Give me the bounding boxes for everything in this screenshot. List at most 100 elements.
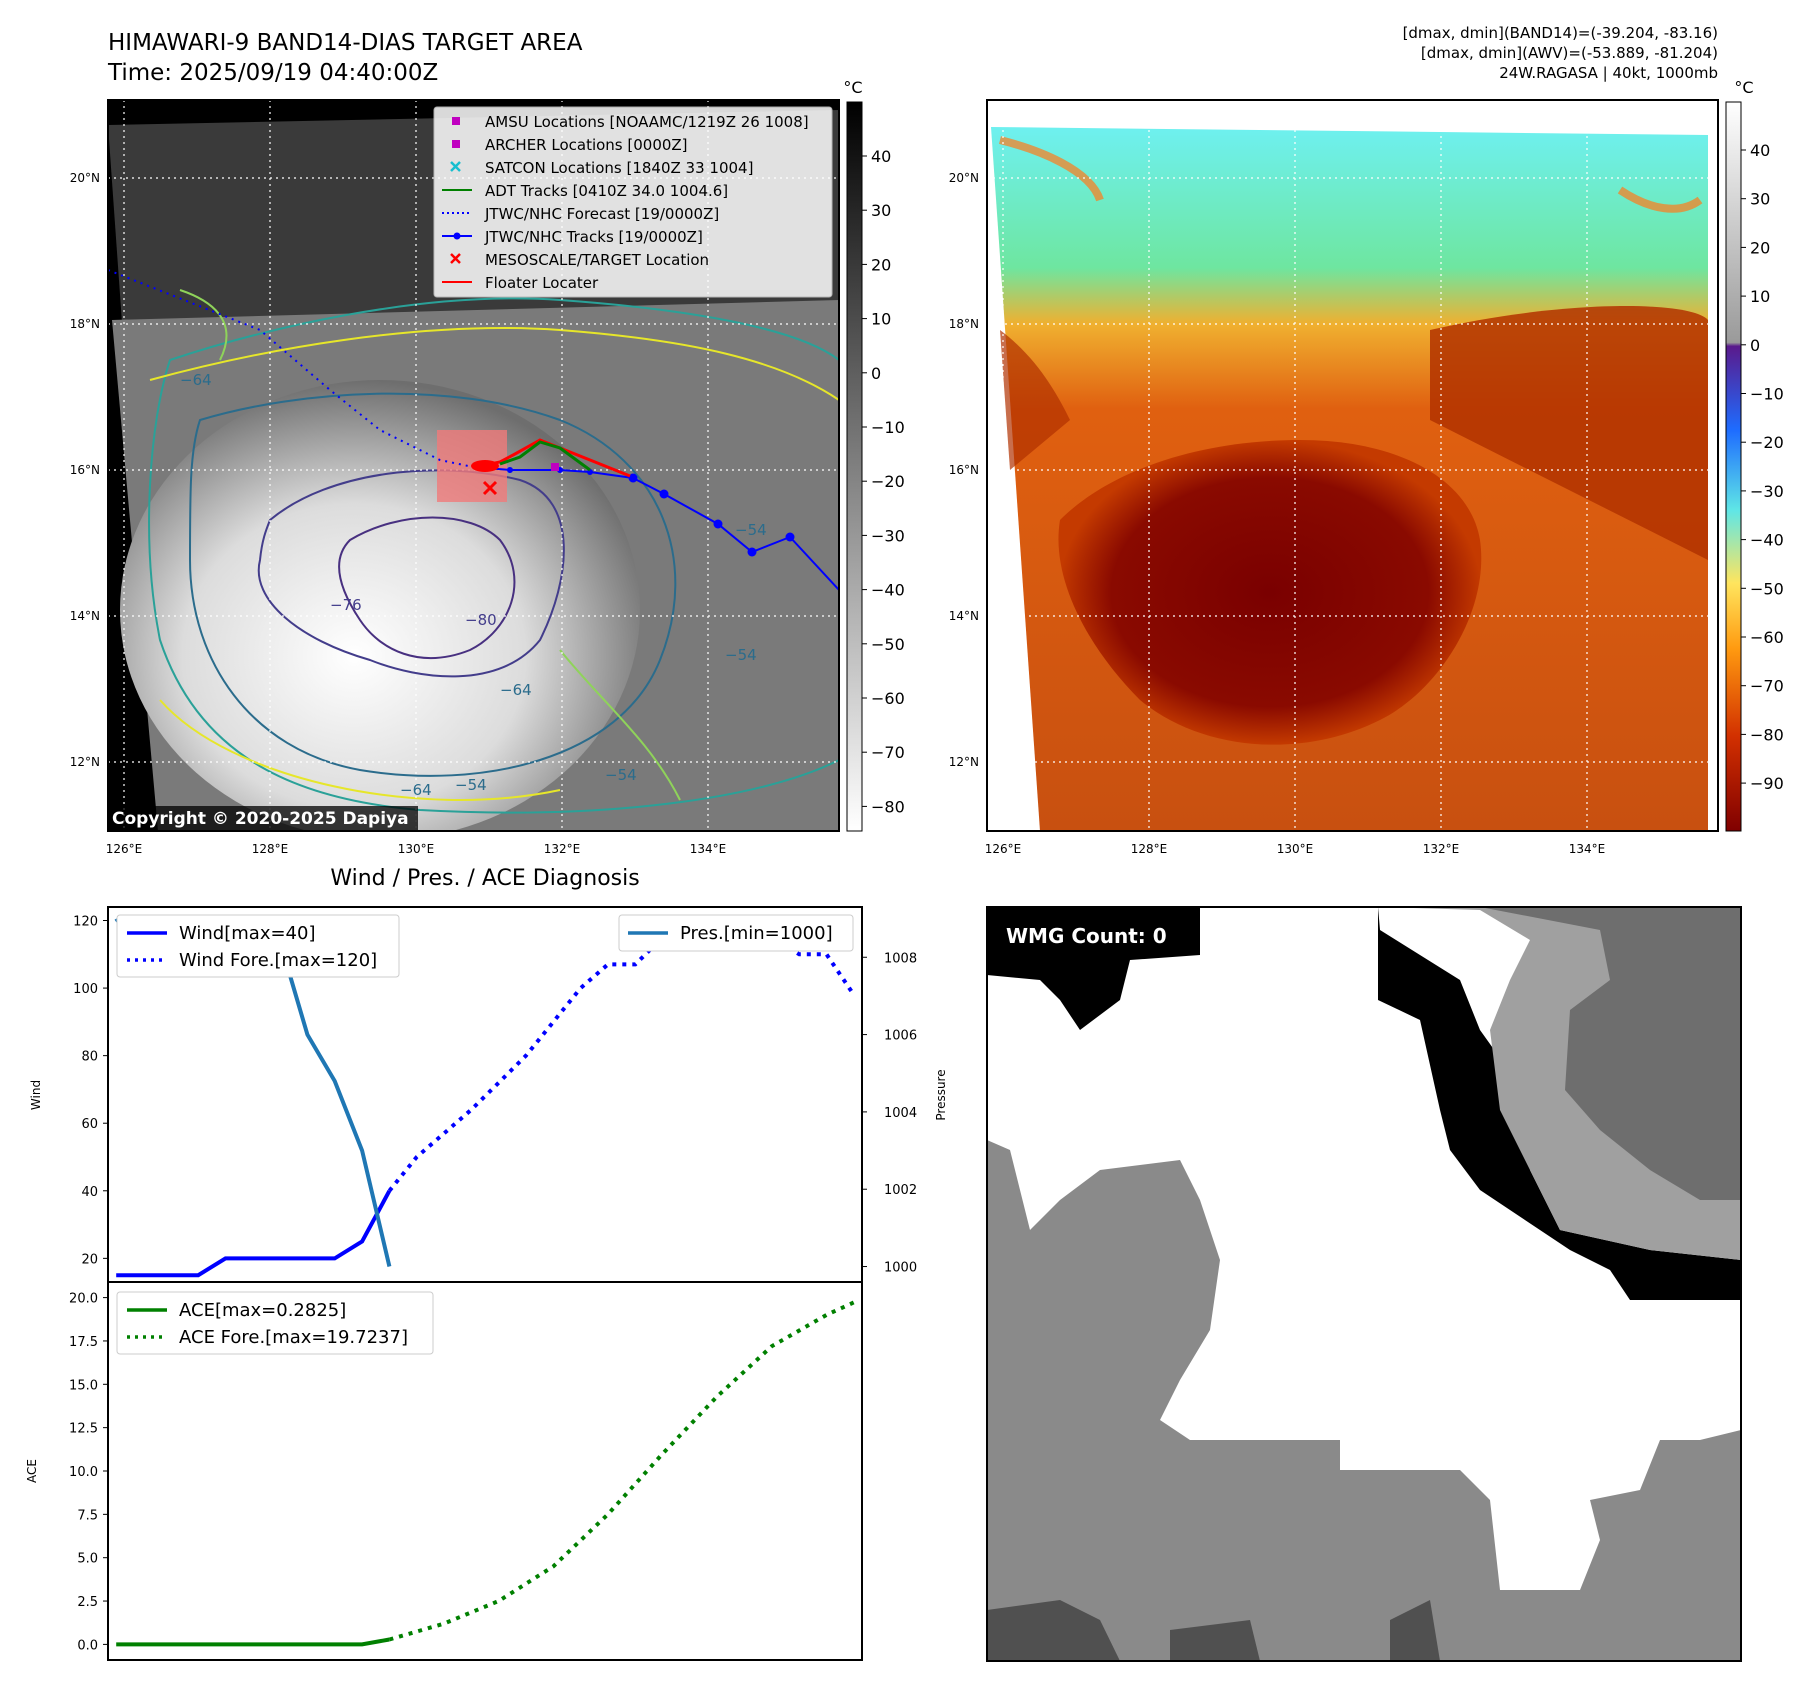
panel-tr-lon-ticks: 126°E 128°E 130°E 132°E 134°E xyxy=(985,842,1606,856)
y-tick: 1002 xyxy=(884,1183,917,1198)
y-tick: 1008 xyxy=(884,951,917,966)
colorbar-tick: −40 xyxy=(1750,531,1784,550)
y-tick: 100 xyxy=(73,982,98,997)
y-tick: 1000 xyxy=(884,1261,917,1276)
lat-tick: 20°N xyxy=(949,171,979,185)
adt-track xyxy=(499,440,591,472)
contour-label: −54 xyxy=(605,766,637,784)
colorbar-tick: −80 xyxy=(1750,725,1784,744)
contour-label: −64 xyxy=(180,371,212,389)
lon-tick: 132°E xyxy=(544,842,581,856)
pressure-y-ticks: 1008 1006 1004 1002 1000 xyxy=(862,951,917,1276)
diagnosis-chart-title: Wind / Pres. / ACE Diagnosis xyxy=(330,866,639,891)
lon-tick: 130°E xyxy=(1277,842,1314,856)
y-tick: 7.5 xyxy=(77,1508,98,1523)
panel-tl-lat-ticks: 20°N 18°N 16°N 14°N 12°N xyxy=(70,171,100,769)
y-tick: 1006 xyxy=(884,1029,917,1044)
y-tick: 10.0 xyxy=(69,1465,98,1480)
colorbar-tick: 10 xyxy=(871,310,891,329)
legend-pressure: Pres.[min=1000] xyxy=(680,923,833,944)
colorbar-tick: −50 xyxy=(871,635,905,654)
colorbar-tick: −30 xyxy=(1750,482,1784,501)
panel-tl-frame xyxy=(107,99,840,832)
colorbar-tick: 20 xyxy=(1750,238,1770,257)
wmg-mask-image xyxy=(987,907,1741,1661)
y-tick: 40 xyxy=(81,1185,98,1200)
y-tick: 80 xyxy=(81,1050,98,1065)
lat-tick: 16°N xyxy=(70,463,100,477)
colorbar-tick: −60 xyxy=(1750,628,1784,647)
colorbar-tick: −90 xyxy=(1750,774,1784,793)
colorbar-tick: −50 xyxy=(1750,579,1784,598)
pressure-axis-label: Pressure xyxy=(934,1069,948,1120)
y-tick: 20 xyxy=(81,1252,98,1267)
floater-track xyxy=(479,438,631,478)
colorbar-tick: 40 xyxy=(871,147,891,166)
jtwc-track-points xyxy=(507,467,795,557)
colorbar-tick: 20 xyxy=(871,255,891,274)
colorbar-tick: 30 xyxy=(871,201,891,220)
colorbar-tr xyxy=(1725,101,1742,832)
y-tick: 5.0 xyxy=(77,1552,98,1567)
colorbar-tick: −70 xyxy=(871,743,905,762)
colorbar-tick: 30 xyxy=(1750,190,1770,209)
panel-br-frame xyxy=(986,906,1742,1662)
lon-tick: 130°E xyxy=(398,842,435,856)
legend-adt: ADT Tracks [0410Z 34.0 1004.6] xyxy=(485,182,728,200)
colorbar-tick: 0 xyxy=(1750,336,1760,355)
panel-tl-legend: AMSU Locations [NOAAMC/1219Z 26 1008] AR… xyxy=(433,106,833,298)
legend-jtwc-tracks: JTWC/NHC Tracks [19/0000Z] xyxy=(484,228,703,246)
lat-tick: 12°N xyxy=(70,755,100,769)
colorbar-tick: −20 xyxy=(871,472,905,491)
pressure-legend: Pres.[min=1000] xyxy=(618,914,854,952)
panel-tr-header-line3: 24W.RAGASA | 40kt, 1000mb xyxy=(1499,64,1718,82)
y-tick: 20.0 xyxy=(69,1292,98,1307)
lon-tick: 134°E xyxy=(690,842,727,856)
contour-label: −64 xyxy=(500,681,532,699)
y-tick: 1004 xyxy=(884,1106,917,1121)
y-tick: 17.5 xyxy=(69,1335,98,1350)
jtwc-track xyxy=(472,466,839,591)
series-line-wind-fore- xyxy=(387,918,856,1193)
lon-tick: 126°E xyxy=(106,842,143,856)
awv-image-tr xyxy=(987,100,1718,831)
lat-tick: 12°N xyxy=(949,755,979,769)
panel-tr-lat-ticks: 20°N 18°N 16°N 14°N 12°N xyxy=(949,171,979,769)
jtwc-forecast-track xyxy=(108,269,474,468)
panel-tr-header-line2: [dmax, dmin](AWV)=(-53.889, -81.204) xyxy=(1421,44,1718,62)
colorbar-tr-ticks: 40 30 20 10 0 −10 −20 −30 −40 −50 −60 −70 −80 −90 xyxy=(1741,141,1784,793)
contour-label: −64 xyxy=(400,781,432,799)
ace-y-ticks: 20.0 17.5 15.0 12.5 10.0 7.5 5.0 2.5 0.0 xyxy=(69,1292,108,1653)
lon-tick: 128°E xyxy=(1131,842,1168,856)
lat-tick: 18°N xyxy=(949,317,979,331)
contour-label: −54 xyxy=(725,646,757,664)
colorbar-tick: −40 xyxy=(871,581,905,600)
ace-legend: ACE[max=0.2825] ACE Fore.[max=19.7237] xyxy=(116,1291,434,1355)
lon-tick: 128°E xyxy=(252,842,289,856)
y-tick: 15.0 xyxy=(69,1378,98,1393)
legend-wind: Wind[max=40] xyxy=(179,923,316,944)
legend-ace: ACE[max=0.2825] xyxy=(179,1300,346,1321)
contour-labels: −54 −64 −76 −80 −54 −64 −54 −54 −64 xyxy=(180,371,767,799)
colorbar-tick: −10 xyxy=(871,418,905,437)
panel-tl-title-line2: Time: 2025/09/19 04:40:00Z xyxy=(107,60,438,86)
series-line-wind xyxy=(116,1189,392,1278)
colorbar-tick: −80 xyxy=(871,797,905,816)
colorbar-tick: 10 xyxy=(1750,287,1770,306)
colorbar-tr-unit: °C xyxy=(1734,78,1753,97)
legend-jtwc-forecast: JTWC/NHC Forecast [19/0000Z] xyxy=(484,205,719,223)
ace-axis-label: ACE xyxy=(25,1459,39,1483)
colorbar-tick: 40 xyxy=(1750,141,1770,160)
series-line-ace xyxy=(116,1637,390,1647)
colorbar-tick: −70 xyxy=(1750,677,1784,696)
amsu-marker xyxy=(551,463,559,471)
y-tick: 12.5 xyxy=(69,1422,98,1437)
colorbar-tl xyxy=(846,101,863,832)
panel-tl-title-line1: HIMAWARI-9 BAND14-DIAS TARGET AREA xyxy=(108,30,583,56)
y-tick: 2.5 xyxy=(77,1595,98,1610)
copyright-label: Copyright © 2020-2025 Dapiya xyxy=(112,809,409,829)
legend-amsu: AMSU Locations [NOAAMC/1219Z 26 1008] xyxy=(485,113,809,131)
lon-tick: 132°E xyxy=(1423,842,1460,856)
colorbar-tick: −20 xyxy=(1750,433,1784,452)
